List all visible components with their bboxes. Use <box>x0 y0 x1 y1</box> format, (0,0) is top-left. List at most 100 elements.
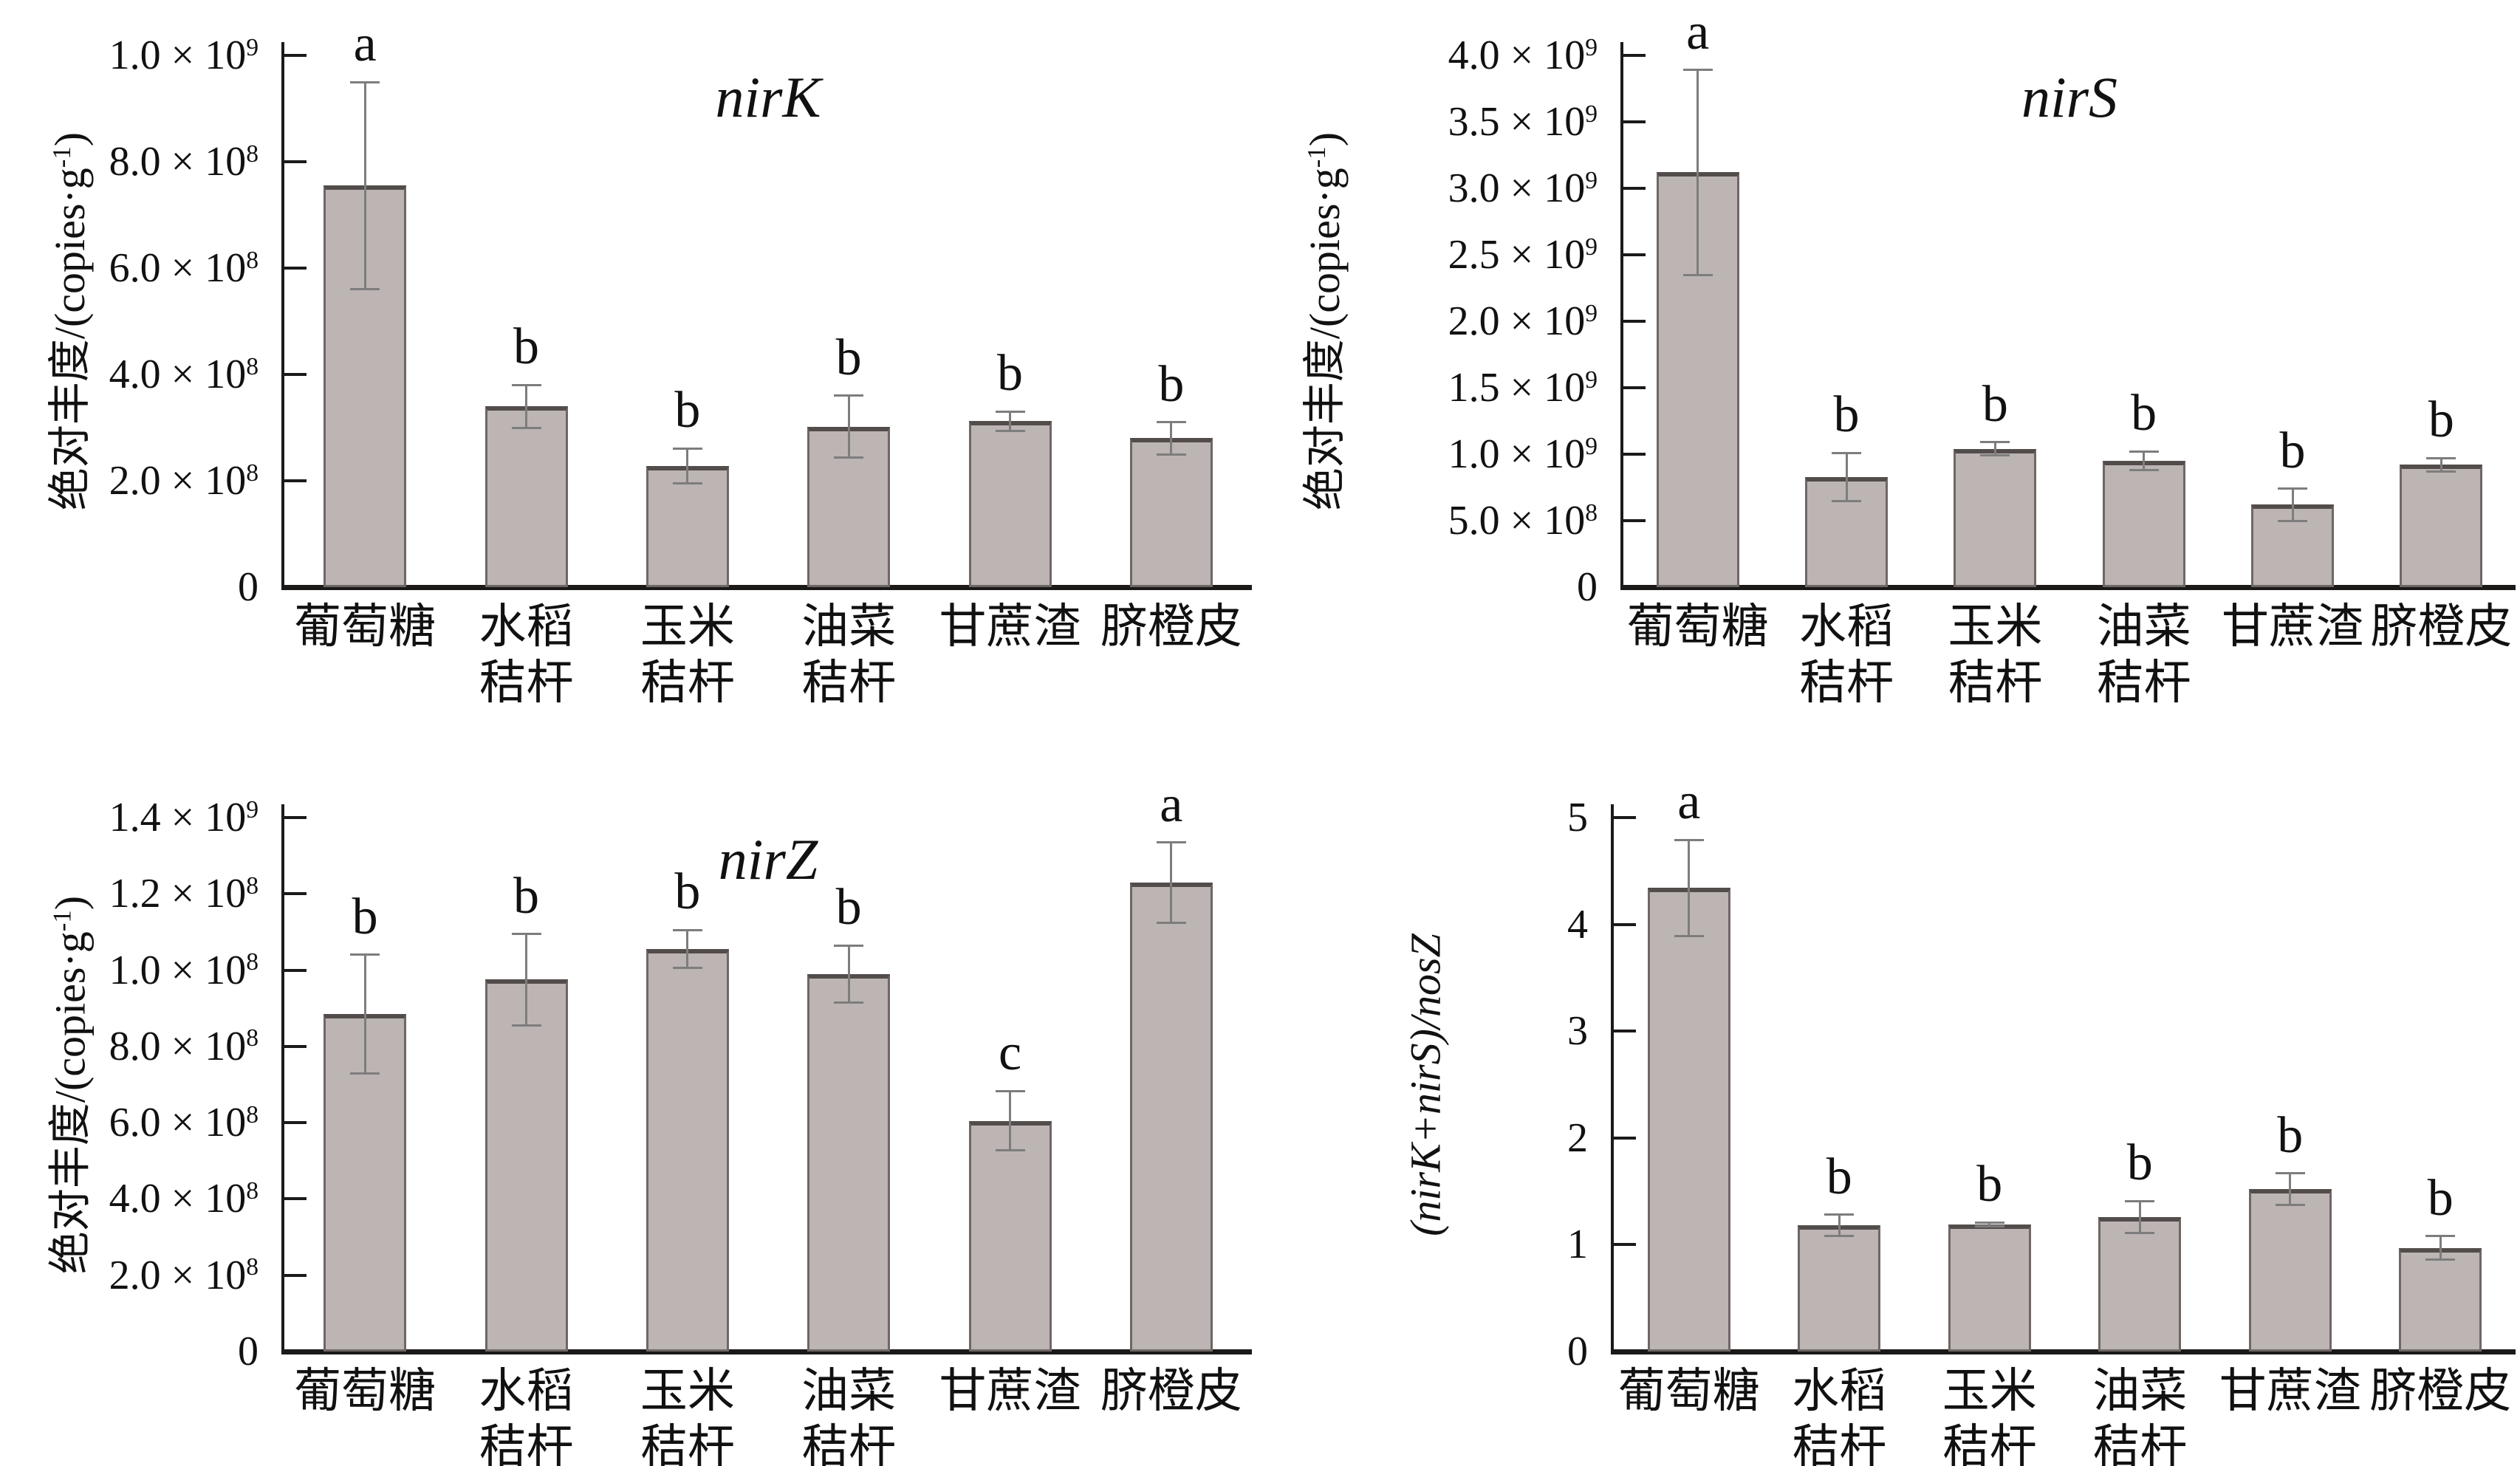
bar-玉米秸杆 <box>1948 1224 2031 1352</box>
x-tick-label: 油菜 秸杆 <box>2041 599 2247 711</box>
y-tick-mark <box>1623 586 1646 589</box>
x-tick-label: 脐橙皮 <box>2338 599 2520 655</box>
text: 水稻 <box>479 1365 574 1417</box>
text: 秸杆 <box>640 1421 735 1466</box>
y-tick-mark <box>284 1273 307 1277</box>
text: a <box>1677 773 1701 831</box>
y-tick-label: 1 <box>1359 1219 1588 1270</box>
significance-letter: a <box>1645 775 1733 829</box>
x-tick-label: 油菜 秸杆 <box>745 599 952 711</box>
significance-letter: b <box>2095 1136 2184 1191</box>
text: 1.0 × 10 <box>1448 431 1586 477</box>
y-tick-label: 6.0 × 108 <box>30 1097 258 1154</box>
text: -1 <box>1301 146 1331 168</box>
error-bar <box>686 448 689 484</box>
text: 秸杆 <box>1799 657 1894 709</box>
text: a <box>1686 3 1710 61</box>
error-bar-cap-top <box>834 944 864 947</box>
text: 9 <box>1585 432 1598 460</box>
bar-甘蔗渣 <box>2248 1189 2332 1352</box>
error-bar-cap-bottom <box>834 1001 864 1004</box>
text: b <box>2277 1106 2304 1164</box>
text: 3 <box>1567 1008 1588 1055</box>
bar-水稻秸杆 <box>485 979 568 1352</box>
bar-玉米秸杆 <box>646 949 729 1352</box>
y-tick-mark <box>284 1121 307 1125</box>
text: b <box>997 345 1023 403</box>
x-tick-label: 葡萄糖 <box>1595 599 1801 655</box>
significance-letter: b <box>1795 1149 1883 1205</box>
y-tick-mark <box>1623 453 1646 456</box>
text: 1.0 × 10 <box>109 947 247 993</box>
x-tick-label: 水稻 秸杆 <box>423 599 630 711</box>
x-tick-label: 葡萄糖 <box>261 1363 468 1419</box>
text: 玉米 <box>640 1365 735 1417</box>
error-bar-cap-bottom <box>2275 1204 2305 1207</box>
text: b <box>1158 355 1185 413</box>
x-tick-label: 水稻 秸杆 <box>1736 1363 1942 1466</box>
text: a <box>353 16 377 72</box>
text: 葡萄糖 <box>294 1365 436 1417</box>
error-bar-cap-bottom <box>511 426 541 429</box>
error-bar-cap-top <box>2278 487 2307 490</box>
significance-letter: b <box>482 320 571 374</box>
x-axis-line <box>1611 1349 2516 1354</box>
significance-letter: b <box>804 880 893 935</box>
text: -1 <box>47 909 76 931</box>
text: 9 <box>1585 299 1598 327</box>
bar-脐橙皮 <box>1129 438 1213 587</box>
text: 玉米 <box>1942 1365 2037 1417</box>
bar-油菜秸杆 <box>2098 1216 2182 1352</box>
y-tick-mark <box>284 586 307 589</box>
x-tick-label: 玉米 秸杆 <box>584 599 791 711</box>
significance-letter: b <box>2397 393 2485 448</box>
error-bar-cap-top <box>350 81 380 83</box>
significance-letter: a <box>1127 777 1216 832</box>
text: 9 <box>1585 33 1598 61</box>
error-bar-cap-bottom <box>1156 921 1186 924</box>
error-bar-cap-top <box>2275 1172 2305 1175</box>
x-tick-label-line: 甘蔗渣 <box>907 599 1114 655</box>
x-tick-label: 甘蔗渣 <box>2187 1363 2394 1419</box>
significance-letter: b <box>1945 1157 2034 1212</box>
text: 水稻 <box>1792 1365 1887 1417</box>
error-bar <box>2138 1201 2141 1233</box>
y-tick-mark <box>1623 54 1646 57</box>
x-tick-label-line: 秸杆 <box>745 1419 952 1466</box>
error-bar <box>1688 840 1691 936</box>
text: 2.0 × 10 <box>1448 298 1586 344</box>
text: b <box>1833 386 1860 444</box>
error-bar <box>363 82 366 290</box>
error-bar-cap-bottom <box>1682 273 1713 276</box>
y-tick-label: 5 <box>1359 792 1588 843</box>
x-tick-label-line: 玉米 <box>1886 1363 2093 1419</box>
y-tick-mark <box>1614 1243 1636 1247</box>
y-tick-label: 3.0 × 109 <box>1369 163 1598 219</box>
error-bar-cap-top <box>834 394 864 397</box>
x-tick-label-line: 水稻 <box>1743 599 1950 655</box>
error-bar-cap-bottom <box>1156 453 1186 456</box>
text: ) <box>46 895 94 910</box>
error-bar-cap-top <box>350 953 380 956</box>
x-tick-label: 甘蔗渣 <box>907 599 1114 655</box>
bar-脐橙皮 <box>2399 1247 2482 1352</box>
y-tick-label: 0 <box>30 1326 258 1377</box>
text: 8 <box>246 1253 258 1281</box>
bar-水稻秸杆 <box>1798 1225 1881 1352</box>
text: 2.5 × 10 <box>1448 232 1586 278</box>
x-tick-label: 脐橙皮 <box>1068 1363 1275 1419</box>
text: 秸杆 <box>479 657 574 709</box>
significance-letter: b <box>643 383 732 438</box>
text: 秸杆 <box>1792 1421 1887 1466</box>
y-axis-line <box>1620 42 1623 587</box>
error-bar-cap-bottom <box>1674 935 1704 937</box>
y-tick-mark <box>284 892 307 896</box>
y-tick-label: 2.0 × 109 <box>1369 296 1598 352</box>
y-tick-label: 1.0 × 109 <box>30 30 258 86</box>
y-axis-label: 绝对丰度/(copies·g-1) <box>44 55 97 587</box>
x-axis-line <box>1620 585 2516 590</box>
x-tick-label-line: 油菜 <box>2036 1363 2243 1419</box>
text: 8 <box>246 459 258 487</box>
y-tick-label: 4.0 × 108 <box>30 1174 258 1230</box>
